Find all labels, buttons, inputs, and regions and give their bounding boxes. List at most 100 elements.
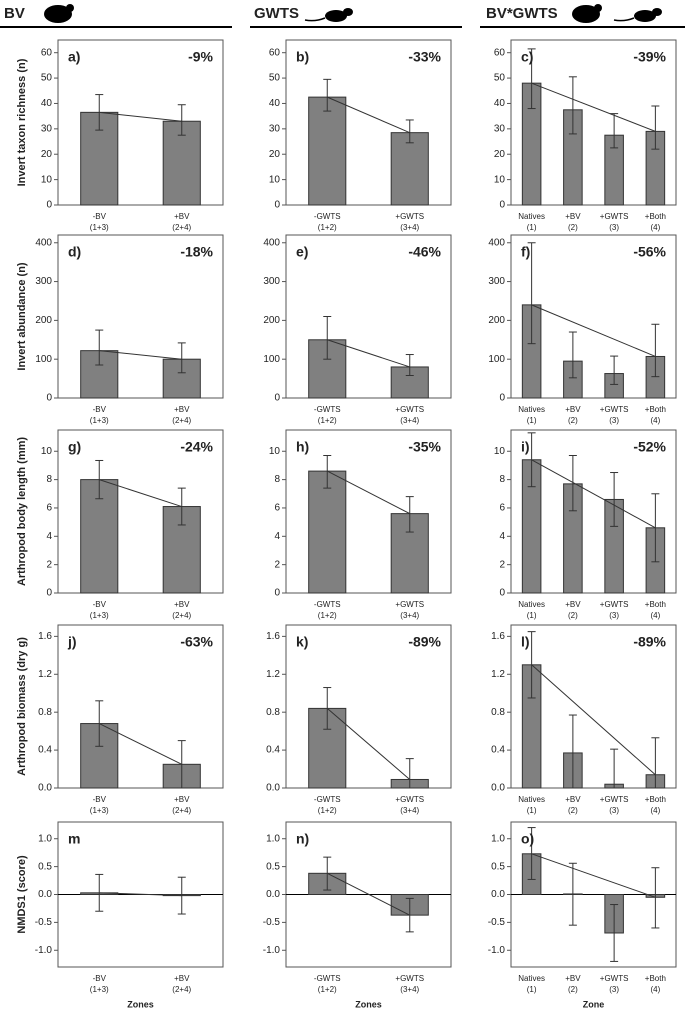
y-tick-label: 30 [269,123,281,134]
y-tick-label: 10 [41,446,53,457]
x-tick-note: (2+4) [172,806,191,815]
trend-line [327,339,410,368]
x-tick-label: +GWTS [395,795,424,804]
y-tick-label: 4 [274,531,280,542]
trend-line [327,470,410,515]
y-tick-label: 60 [494,47,506,58]
x-tick-note: (1+3) [90,985,109,994]
x-tick-note: (1+2) [318,806,337,815]
x-tick-label: +Both [645,795,666,804]
y-tick-label: 6 [499,503,505,514]
x-axis-label: Zones [355,999,382,1009]
y-tick-label: 10 [494,174,506,185]
x-tick-label: +GWTS [395,212,424,221]
y-axis-label: Arthropod biomass (dry g) [16,637,28,776]
x-tick-label: +GWTS [600,795,629,804]
y-tick-label: 1.6 [491,631,505,642]
error-bar [527,48,536,110]
error-bar [95,329,104,366]
y-tick-label: 1.0 [266,833,280,844]
trend-line [531,82,656,132]
y-tick-label: 0.5 [491,861,505,872]
y-tick-label: 60 [41,47,53,58]
x-tick-label: Natives [518,212,545,221]
trend-line [99,723,182,765]
x-tick-label: +BV [174,600,190,609]
y-tick-label: 0.8 [266,707,280,718]
x-tick-note: (1+3) [90,806,109,815]
x-tick-note: (1+3) [90,223,109,232]
x-tick-label: +BV [565,405,581,414]
effect-size: -33% [408,49,441,65]
effect-size: -18% [180,244,213,260]
x-tick-label: +BV [174,795,190,804]
x-tick-note: (1+3) [90,416,109,425]
x-tick-note: (4) [650,806,660,815]
effect-size: -24% [180,439,213,455]
error-bar [568,331,577,379]
y-tick-label: 100 [263,354,280,365]
trend-line [326,708,411,780]
y-tick-label: 0.0 [266,889,280,900]
vole-icon [572,4,602,23]
error-bar [651,105,660,150]
y-tick-label: 10 [269,446,281,457]
bar [308,470,347,594]
x-tick-label: +BV [565,212,581,221]
error-bar [405,119,414,144]
y-axis-label: Invert taxon richness (n) [16,58,28,186]
panel-label: a) [68,49,80,65]
plot-frame [285,234,452,399]
y-tick-label: 300 [263,276,280,287]
y-tick-label: 0 [499,200,505,211]
panel-label: f) [521,244,530,260]
y-tick-label: -1.0 [263,945,281,956]
x-tick-note: (3) [609,806,619,815]
y-tick-label: 0.0 [266,783,280,794]
effect-size: -39% [633,49,666,65]
panel-label: i) [521,439,530,455]
x-tick-note: (1) [527,611,537,620]
y-tick-label: 0.4 [491,745,505,756]
x-tick-note: (1) [527,223,537,232]
y-tick-label: -0.5 [488,917,506,928]
effect-size: -52% [633,439,666,455]
effect-size: -46% [408,244,441,260]
vole-icon [44,4,74,23]
trend-line [531,664,656,776]
error-bar [527,242,536,345]
x-tick-label: +BV [565,795,581,804]
y-tick-label: 10 [494,446,506,457]
y-tick-label: 8 [46,474,52,485]
y-tick-label: 0 [274,200,280,211]
x-tick-label: +BV [174,212,190,221]
panel-label: l) [521,634,530,650]
panel-label: e) [296,244,308,260]
y-tick-label: 40 [494,98,506,109]
x-tick-note: (3) [609,416,619,425]
x-tick-note: (3+4) [400,985,419,994]
x-tick-note: (1+3) [90,611,109,620]
x-tick-label: +Both [645,212,666,221]
x-tick-note: (3+4) [400,806,419,815]
effect-size: -9% [188,49,213,65]
error-bar [323,316,332,360]
error-bar [177,342,186,374]
trend-line [99,111,182,122]
error-bar [405,758,414,789]
y-tick-label: 1.2 [491,669,505,680]
y-tick-label: 0 [274,588,280,599]
error-bar [323,78,332,112]
y-tick-label: 200 [35,315,52,326]
x-tick-note: (1+2) [318,985,337,994]
y-tick-label: 30 [494,123,506,134]
error-bar [651,737,660,789]
x-tick-note: (3) [609,985,619,994]
x-tick-label: -GWTS [314,212,341,221]
y-tick-label: 1.6 [38,631,52,642]
x-tick-label: Natives [518,795,545,804]
trend-line [327,96,410,134]
plot-frame [510,429,677,594]
y-tick-label: 8 [499,474,505,485]
x-tick-note: (1+2) [318,416,337,425]
